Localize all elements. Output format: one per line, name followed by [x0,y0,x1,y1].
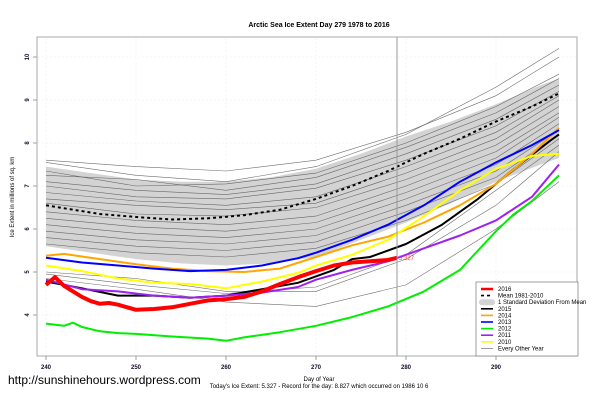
legend-item-2016-label: 2016 [498,287,512,293]
footer-note: Today's Ice Extent: 5.327 - Record for t… [210,384,429,390]
std-band-area [46,78,559,266]
background-year-line [45,134,560,251]
background-year-line [45,73,560,187]
legend-item-mean-1981-2010-label: Mean 1981-2010 [498,294,544,300]
today-value-label: 5.327 [399,256,415,262]
y-tick-label: 7 [25,184,31,188]
background-years [45,48,560,307]
background-year-line [45,106,560,217]
background-year-line [45,151,560,292]
y-tick-label: 8 [25,141,31,145]
series-line-mean-1981-2010 [45,92,560,221]
x-tick-label: 270 [311,365,322,371]
series-line-2011 [45,163,560,299]
background-year-line [45,116,560,232]
y-tick-label: 4 [25,313,31,317]
background-year-line [45,129,560,245]
legend-item-2015-label: 2015 [498,307,512,313]
chart-title: Arctic Sea Ice Extent Day 279 1978 to 20… [248,22,389,29]
background-year-line [45,48,560,183]
legend-item-2014-label: 2014 [498,313,512,319]
x-tick-label: 290 [491,365,502,371]
x-tick-label: 280 [401,365,412,371]
y-tick-label: 6 [25,227,31,231]
y-tick-label: 5 [25,270,31,274]
legend-box [475,281,579,357]
x-tick-label: 240 [41,365,52,371]
y-axis-label: Ice Extent in millions of sq. km [10,157,16,238]
y-tick-label: 9 [25,98,31,102]
x-axis-label: Day of Year [303,377,334,383]
background-year-line [45,123,560,238]
x-tick-label: 250 [131,365,142,371]
legend-item-1-standard-deviation-from-mean-label: 1 Standard Deviation From Mean [498,300,586,306]
series-line-2015 [45,133,560,299]
series-line-2010 [45,152,560,290]
background-year-line [45,84,560,195]
legend-item-2010-label: 2010 [498,340,512,346]
background-year-line [45,99,560,211]
series-line-2016 [44,255,398,312]
series-line-2012 [45,174,560,342]
y-axis: 4 5 6 7 8 9 10 [25,53,37,317]
legend-item-every-other-year-label: Every Other Year [498,346,544,352]
background-year-line [45,112,560,226]
watermark-url: http://sunshinehours.wordpress.com [8,373,201,387]
background-year-line [45,78,560,191]
background-year-line [45,144,560,294]
background-year-line [45,181,560,307]
series-line-2014 [45,127,560,273]
legend-item-2011-label: 2011 [498,333,512,339]
background-year-line [45,91,560,200]
x-tick-label: 260 [221,365,232,371]
series-group [44,92,560,342]
legend-item-2012-label: 2012 [498,327,512,333]
series-line-2013 [45,129,560,273]
x-axis: 240 250 260 270 280 290 [41,356,502,371]
legend-item-2013-label: 2013 [498,320,512,326]
legend-item-1-standard-deviation-from-mean-swatch [479,299,495,306]
plot-border [36,36,578,357]
std-band [46,78,559,266]
background-year-line [45,95,560,206]
background-year-line [45,56,560,172]
y-tick-label: 10 [25,53,31,60]
